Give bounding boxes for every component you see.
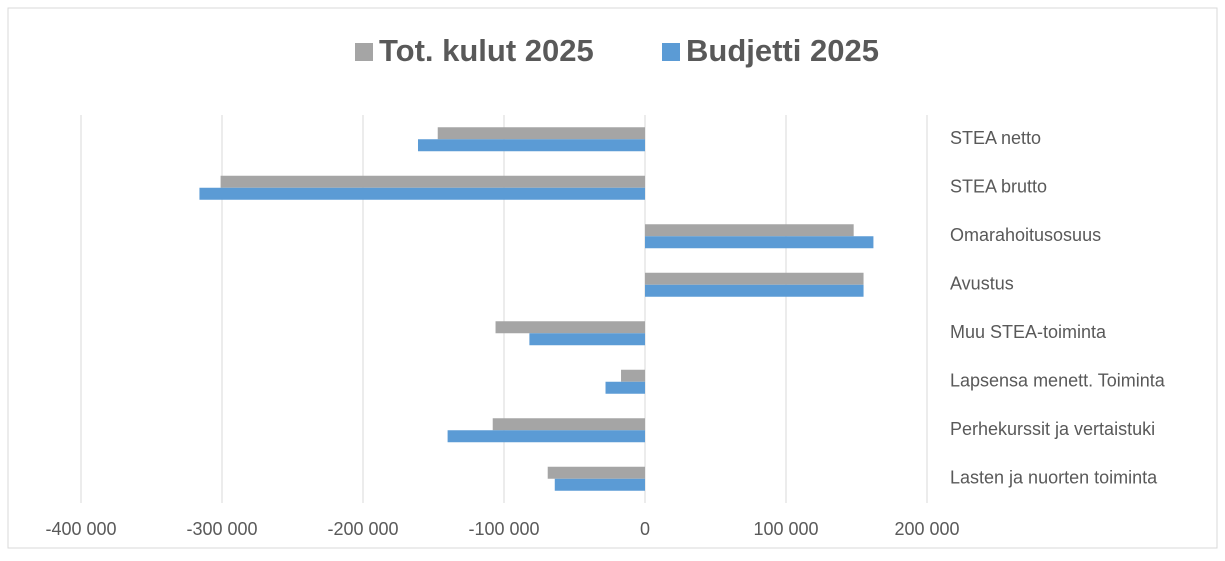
bar [417, 139, 645, 152]
bar [645, 272, 864, 285]
y-tick-label: STEA brutto [950, 177, 1047, 197]
y-tick-label: Muu STEA-toiminta [950, 322, 1107, 342]
bar [199, 187, 645, 200]
bar [547, 466, 645, 479]
bar [605, 381, 645, 394]
x-tick-label: -300 000 [186, 519, 257, 539]
legend-label: Budjetti 2025 [686, 33, 879, 68]
legend-swatch [355, 43, 373, 61]
x-tick-label: -400 000 [45, 519, 116, 539]
legend-label: Tot. kulut 2025 [379, 33, 594, 68]
bar [437, 127, 645, 140]
bar [554, 478, 645, 491]
x-tick-label: -200 000 [327, 519, 398, 539]
bar [495, 321, 645, 334]
bar [529, 333, 645, 346]
x-tick-label: 100 000 [753, 519, 818, 539]
x-tick-label: -100 000 [468, 519, 539, 539]
bar [621, 369, 645, 382]
y-tick-label: Omarahoitusosuus [950, 225, 1101, 245]
bar [447, 430, 645, 443]
bar [645, 284, 864, 297]
y-tick-label: Perhekurssit ja vertaistuki [950, 419, 1155, 439]
y-tick-label: Lapsensa menett. Toiminta [950, 371, 1166, 391]
y-tick-label: Lasten ja nuorten toiminta [950, 468, 1158, 488]
bar [220, 175, 645, 188]
chart-border [7, 7, 1218, 549]
bar [645, 224, 854, 237]
x-tick-label: 200 000 [894, 519, 959, 539]
legend-swatch [662, 43, 680, 61]
y-tick-label: Avustus [950, 274, 1014, 294]
bar [492, 418, 645, 431]
x-tick-label: 0 [640, 519, 650, 539]
bar [645, 236, 874, 249]
y-tick-label: STEA netto [950, 128, 1041, 148]
